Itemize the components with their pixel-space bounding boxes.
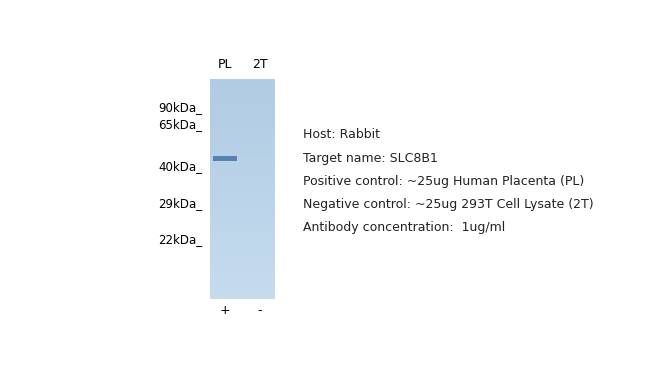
Bar bbox=[210, 126, 275, 128]
Bar bbox=[210, 261, 275, 263]
Text: 2T: 2T bbox=[252, 58, 268, 71]
Text: Target name: SLC8B1: Target name: SLC8B1 bbox=[303, 152, 438, 165]
Bar bbox=[210, 280, 275, 283]
Bar bbox=[210, 178, 275, 181]
Bar bbox=[210, 247, 275, 250]
Bar bbox=[210, 164, 275, 167]
Bar bbox=[210, 233, 275, 236]
Text: 65kDa_: 65kDa_ bbox=[158, 118, 202, 131]
Bar bbox=[210, 228, 275, 230]
Text: 40kDa_: 40kDa_ bbox=[158, 160, 202, 173]
Bar bbox=[210, 109, 275, 112]
Bar bbox=[210, 134, 275, 137]
Text: Host: Rabbit: Host: Rabbit bbox=[303, 128, 380, 142]
Bar bbox=[210, 239, 275, 241]
Bar bbox=[210, 197, 275, 200]
Bar bbox=[210, 214, 275, 217]
Bar bbox=[210, 244, 275, 247]
Bar bbox=[210, 208, 275, 211]
Bar bbox=[210, 159, 275, 161]
Bar bbox=[210, 112, 275, 115]
Bar bbox=[210, 189, 275, 192]
Bar bbox=[210, 93, 275, 96]
Bar bbox=[210, 277, 275, 280]
Bar bbox=[213, 156, 237, 161]
Bar bbox=[210, 206, 275, 208]
Bar bbox=[210, 96, 275, 98]
Bar bbox=[210, 236, 275, 239]
Bar bbox=[210, 170, 275, 173]
Bar bbox=[210, 101, 275, 104]
Bar bbox=[210, 186, 275, 189]
Bar bbox=[210, 145, 275, 148]
Bar bbox=[210, 219, 275, 222]
Bar bbox=[210, 211, 275, 214]
Bar bbox=[210, 85, 275, 87]
Bar bbox=[210, 225, 275, 228]
Bar bbox=[210, 156, 275, 159]
Bar bbox=[210, 252, 275, 255]
Bar bbox=[210, 79, 275, 82]
Bar bbox=[210, 255, 275, 258]
Bar bbox=[210, 104, 275, 107]
Bar bbox=[210, 148, 275, 150]
Bar bbox=[210, 131, 275, 134]
Bar bbox=[210, 266, 275, 269]
Bar bbox=[210, 120, 275, 123]
Bar bbox=[210, 137, 275, 139]
Bar bbox=[210, 115, 275, 117]
Bar bbox=[210, 272, 275, 274]
Text: +: + bbox=[220, 304, 230, 317]
Bar bbox=[210, 291, 275, 294]
Bar bbox=[210, 181, 275, 184]
Text: -: - bbox=[258, 304, 263, 317]
Bar bbox=[210, 82, 275, 85]
Bar bbox=[210, 167, 275, 170]
Text: 22kDa_: 22kDa_ bbox=[158, 233, 202, 246]
Text: Positive control: ~25ug Human Placenta (PL): Positive control: ~25ug Human Placenta (… bbox=[303, 175, 584, 188]
Bar bbox=[210, 128, 275, 131]
Bar bbox=[210, 250, 275, 252]
Bar bbox=[210, 192, 275, 195]
Bar bbox=[210, 217, 275, 219]
Bar bbox=[210, 117, 275, 120]
Bar bbox=[210, 200, 275, 203]
Bar bbox=[210, 139, 275, 142]
Bar bbox=[210, 274, 275, 277]
Bar bbox=[210, 296, 275, 299]
Bar bbox=[210, 195, 275, 197]
Text: PL: PL bbox=[218, 58, 232, 71]
Bar bbox=[210, 98, 275, 101]
Bar bbox=[210, 173, 275, 175]
Bar bbox=[210, 161, 275, 164]
Bar bbox=[210, 241, 275, 244]
Bar bbox=[210, 153, 275, 156]
Bar bbox=[210, 142, 275, 145]
Text: Negative control: ~25ug 293T Cell Lysate (2T): Negative control: ~25ug 293T Cell Lysate… bbox=[303, 198, 593, 211]
Bar bbox=[210, 294, 275, 296]
Bar bbox=[210, 203, 275, 206]
Bar bbox=[210, 184, 275, 186]
Bar bbox=[210, 87, 275, 90]
Bar bbox=[210, 150, 275, 153]
Bar bbox=[210, 79, 275, 299]
Bar bbox=[210, 263, 275, 266]
Text: 90kDa_: 90kDa_ bbox=[158, 101, 202, 114]
Text: 29kDa_: 29kDa_ bbox=[158, 197, 202, 210]
Bar bbox=[210, 107, 275, 109]
Bar bbox=[210, 285, 275, 288]
Bar bbox=[210, 269, 275, 272]
Bar bbox=[210, 230, 275, 233]
Bar bbox=[210, 283, 275, 285]
Bar bbox=[210, 175, 275, 178]
Bar bbox=[210, 258, 275, 261]
Bar bbox=[210, 90, 275, 93]
Bar bbox=[210, 123, 275, 126]
Text: Antibody concentration:  1ug/ml: Antibody concentration: 1ug/ml bbox=[303, 221, 505, 234]
Bar bbox=[210, 222, 275, 225]
Bar bbox=[210, 288, 275, 291]
